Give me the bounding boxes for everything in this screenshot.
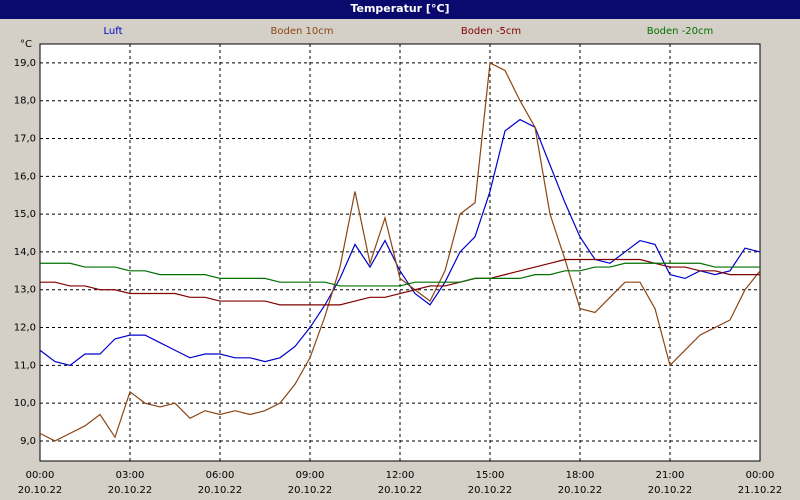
x-tick-date: 20.10.22 [198, 485, 243, 496]
y-tick-label: 9,0 [20, 436, 36, 447]
x-tick-date: 20.10.22 [18, 485, 63, 496]
x-tick-label: 21:00 [656, 470, 685, 481]
y-tick-label: 10,0 [14, 398, 36, 409]
y-tick-label: 11,0 [14, 360, 36, 371]
y-tick-label: 19,0 [14, 58, 36, 69]
x-tick-date: 21.10.22 [738, 485, 783, 496]
legend-entry: Boden 10cm [271, 26, 334, 37]
series-line [40, 262, 760, 287]
x-tick-date: 20.10.22 [468, 485, 513, 496]
x-tick-date: 20.10.22 [288, 485, 333, 496]
x-tick-label: 00:00 [746, 470, 775, 481]
x-tick-label: 06:00 [206, 470, 235, 481]
y-tick-label: 13,0 [14, 285, 36, 296]
series-line [39, 118, 761, 367]
y-tick-label: 15,0 [14, 209, 36, 220]
legend-entry: Boden -20cm [647, 26, 714, 37]
y-unit: °C [20, 39, 32, 50]
y-tick-label: 16,0 [14, 171, 36, 182]
x-tick-label: 18:00 [566, 470, 595, 481]
y-tick-label: 14,0 [14, 247, 36, 258]
y-tick-label: 17,0 [14, 134, 36, 145]
legend-entry: Luft [104, 26, 123, 37]
x-tick-label: 00:00 [26, 470, 55, 481]
plot-area [40, 44, 760, 461]
series-line [39, 61, 761, 442]
y-tick-label: 12,0 [14, 323, 36, 334]
legend-entry: Boden -5cm [461, 26, 521, 37]
y-tick-label: 18,0 [14, 96, 36, 107]
x-tick-label: 09:00 [296, 470, 325, 481]
series-line [40, 258, 760, 306]
x-tick-date: 20.10.22 [558, 485, 603, 496]
x-tick-date: 20.10.22 [108, 485, 153, 496]
x-tick-date: 20.10.22 [378, 485, 423, 496]
x-tick-label: 12:00 [386, 470, 415, 481]
x-tick-date: 20.10.22 [648, 485, 693, 496]
chart-title: Temperatur [°C] [350, 2, 449, 15]
x-tick-label: 15:00 [476, 470, 505, 481]
x-tick-label: 03:00 [116, 470, 145, 481]
title-bar [0, 0, 800, 19]
plot-border [39, 43, 761, 462]
